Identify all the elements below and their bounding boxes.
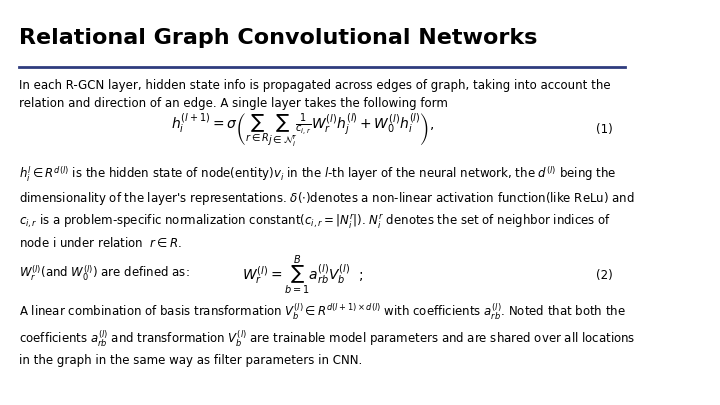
Text: Relational Graph Convolutional Networks: Relational Graph Convolutional Networks bbox=[19, 28, 538, 48]
Text: (1): (1) bbox=[596, 123, 613, 136]
Text: (2): (2) bbox=[596, 269, 613, 282]
Text: $h_i^l \in R^{d(l)}$ is the hidden state of node(entity)$v_i$ in the $l$-th laye: $h_i^l \in R^{d(l)}$ is the hidden state… bbox=[19, 164, 635, 250]
Text: In each R-GCN layer, hidden state info is propagated across edges of graph, taki: In each R-GCN layer, hidden state info i… bbox=[19, 79, 611, 110]
Text: $h_i^{(l+1)} = \sigma\left(\sum_{r\in R}\sum_{j\in\mathcal{N}_i^r} \frac{1}{c_{i: $h_i^{(l+1)} = \sigma\left(\sum_{r\in R}… bbox=[171, 111, 435, 148]
Text: $W_r^{(l)}$(and $W_0^{(l)}$) are defined as:: $W_r^{(l)}$(and $W_0^{(l)}$) are defined… bbox=[19, 264, 190, 283]
Text: A linear combination of basis transformation $V_b^{(l)} \in R^{d(l+1)\times d(l): A linear combination of basis transforma… bbox=[19, 302, 636, 367]
Text: $W_r^{(l)} = \sum_{b=1}^{B} a_{rb}^{(l)} V_b^{(l)}$  ;: $W_r^{(l)} = \sum_{b=1}^{B} a_{rb}^{(l)}… bbox=[243, 254, 364, 297]
